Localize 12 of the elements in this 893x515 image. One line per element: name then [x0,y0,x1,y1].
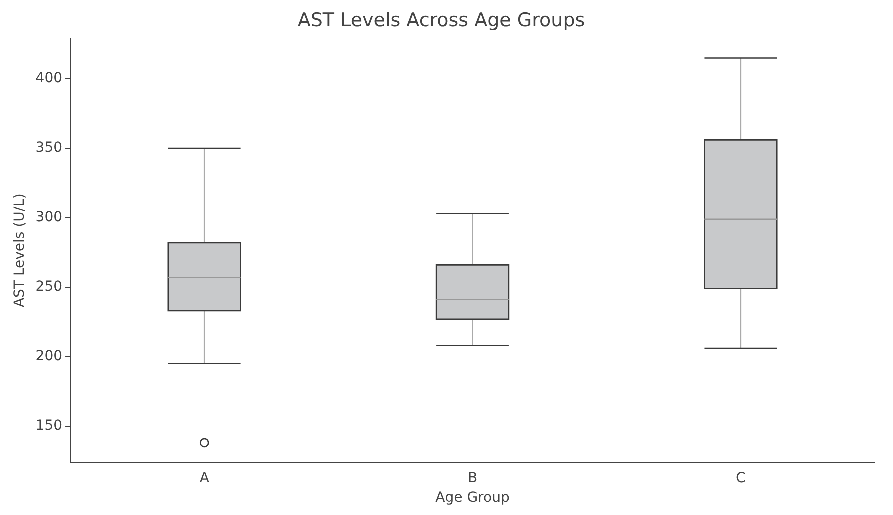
chart-title: AST Levels Across Age Groups [298,9,586,32]
x-tick-label: B [468,470,478,486]
y-axis-title: AST Levels (U/L) [12,194,28,308]
x-tick-label: A [200,470,210,486]
y-tick-label: 350 [36,140,63,156]
x-axis-title: Age Group [436,490,510,506]
y-tick-label: 150 [36,418,63,434]
y-tick-label: 300 [36,210,63,226]
y-tick-label: 400 [36,70,63,87]
x-tick-label: C [736,470,746,486]
y-tick-label: 200 [36,348,63,364]
y-tick-label: 250 [36,279,63,296]
